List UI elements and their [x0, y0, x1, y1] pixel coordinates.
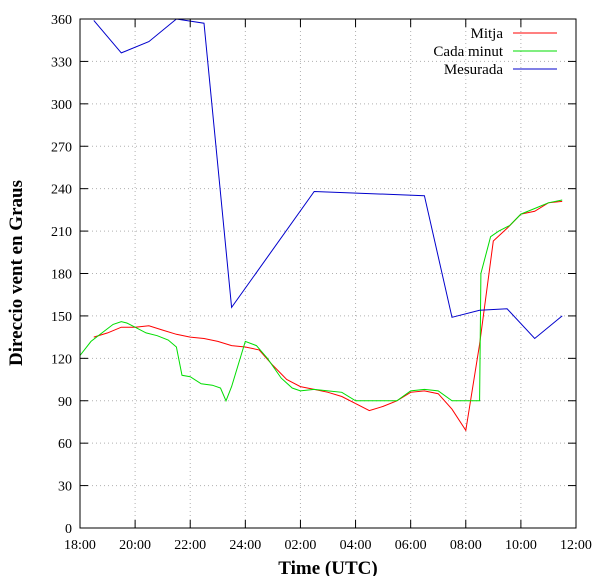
- x-tick-label: 06:00: [395, 538, 427, 553]
- x-tick-label: 24:00: [229, 538, 261, 553]
- x-tick-label: 20:00: [119, 538, 151, 553]
- y-tick-label: 0: [65, 522, 72, 537]
- tick-layer: [79, 18, 577, 529]
- x-axis-title: Time (UTC): [278, 558, 377, 576]
- x-tick-label: 08:00: [450, 538, 482, 553]
- y-axis-title: Direccio vent en Graus: [6, 180, 27, 366]
- tick-label-layer: 0 30 60 90 120 150 180 210 240 270 300 330 360 18:00 2…: [51, 13, 592, 553]
- y-tick-label: 210: [51, 225, 72, 240]
- x-tick-label: 02:00: [284, 538, 316, 553]
- y-tick-label: 240: [51, 183, 72, 198]
- y-tick-label: 270: [51, 140, 72, 155]
- legend-label: Mesurada: [444, 62, 503, 78]
- x-tick-label: 10:00: [505, 538, 537, 553]
- x-tick-label: 04:00: [340, 538, 372, 553]
- grid-layer: [80, 19, 576, 528]
- x-tick-label: 12:00: [560, 538, 592, 553]
- y-tick-label: 150: [51, 310, 72, 325]
- x-tick-label: 22:00: [174, 538, 206, 553]
- y-tick-label: 120: [51, 352, 72, 367]
- series-line-cada-minut: [79, 199, 563, 403]
- legend: Mitja Cada minut Mesurada: [433, 26, 557, 78]
- series-line-mesurada: [93, 18, 563, 340]
- y-tick-label: 180: [51, 268, 72, 283]
- y-tick-label: 30: [58, 480, 72, 495]
- y-tick-label: 360: [51, 13, 72, 28]
- series-layer: [79, 18, 563, 432]
- y-tick-label: 330: [51, 55, 72, 70]
- y-tick-label: 60: [58, 437, 72, 452]
- y-tick-label: 90: [58, 395, 72, 410]
- legend-label: Cada minut: [433, 44, 503, 60]
- y-tick-label: 300: [51, 98, 72, 113]
- x-tick-label: 18:00: [64, 538, 96, 553]
- legend-label: Mitja: [471, 26, 504, 42]
